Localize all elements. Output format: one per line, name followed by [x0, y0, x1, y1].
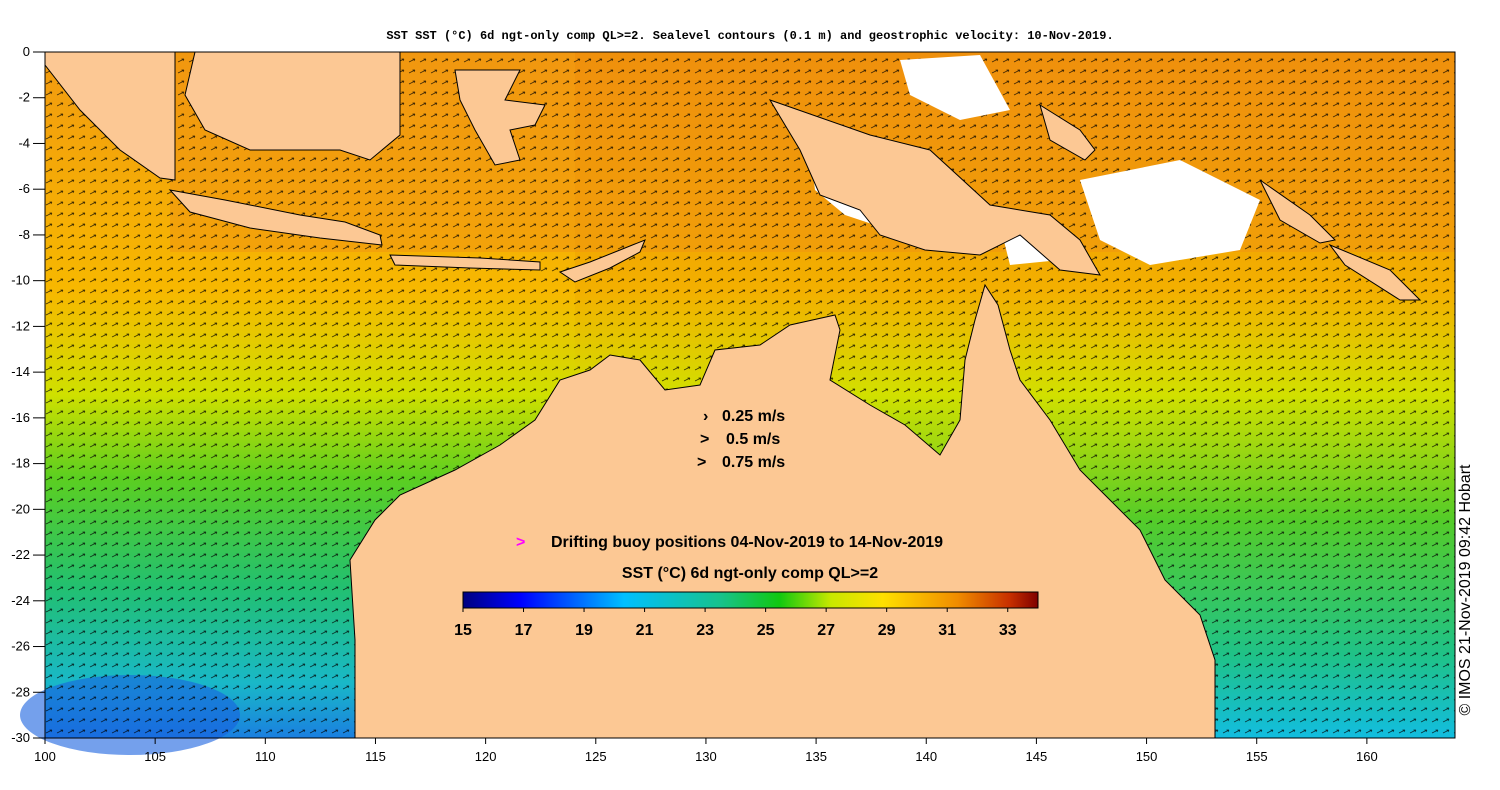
colorbar-gradient [462, 591, 1039, 609]
land-sumatra [44, 51, 176, 181]
velocity-label-1: 0.25 m/s [722, 408, 785, 425]
lon-tick-label: 100 [34, 749, 56, 764]
lat-tick-label: -22 [11, 547, 30, 562]
longitude-axis: 100 105 110 115 120 125 130 135 140 145 150 155 160 [34, 738, 1378, 764]
lat-tick-label: -24 [11, 593, 30, 608]
colorbar-tick-label: 23 [696, 622, 714, 639]
land-solomon-b [1328, 243, 1422, 301]
lon-tick-label: 135 [805, 749, 827, 764]
colorbar-ticks: 15 17 19 21 23 25 27 29 31 33 [454, 608, 1017, 639]
lat-tick-label: -2 [18, 90, 30, 105]
colorbar-title: SST (°C) 6d ngt-only comp QL>=2 [622, 565, 878, 582]
lon-tick-label: 110 [255, 749, 276, 764]
lon-tick-label: 120 [475, 749, 497, 764]
colorbar-tick-label: 31 [938, 622, 956, 639]
land-borneo [184, 51, 401, 161]
buoy-marker: > [516, 534, 525, 551]
velocity-marker-1: › [703, 408, 708, 425]
lon-tick-label: 105 [144, 749, 166, 764]
lat-tick-label: -28 [11, 684, 30, 699]
land-sulawesi [454, 69, 546, 166]
colorbar-tick-label: 21 [636, 622, 654, 639]
lat-tick-label: -26 [11, 639, 30, 654]
lat-tick-label: -4 [18, 135, 30, 150]
cloud-gap-north [900, 55, 1010, 120]
lon-tick-label: 130 [695, 749, 717, 764]
colorbar-tick-label: 27 [817, 622, 835, 639]
lon-tick-label: 145 [1026, 749, 1048, 764]
land-sumbawa-flores [389, 254, 541, 271]
lat-tick-label: -10 [11, 273, 30, 288]
plot-frame [44, 51, 1456, 739]
land-solomon-a [1259, 179, 1337, 244]
land [44, 51, 1422, 739]
credit-text: © IMOS 21-Nov-2019 09:42 Hobart [1457, 464, 1474, 716]
lat-tick-label: -18 [11, 456, 30, 471]
lon-tick-label: 150 [1136, 749, 1158, 764]
latitude-axis: 0 -2 -4 -6 -8 -10 -12 -14 -16 -18 -20 -22 -24 -26 -28 -… [11, 44, 45, 745]
velocity-label-2: 0.5 m/s [726, 431, 780, 448]
lon-tick-label: 115 [365, 749, 386, 764]
land-new-britain [1039, 103, 1096, 161]
land-australia [349, 283, 1216, 739]
colorbar-tick-label: 15 [454, 622, 472, 639]
map-title: SST SST (°C) 6d ngt-only comp QL>=2. Sea… [386, 29, 1114, 43]
velocity-legend: › 0.25 m/s > 0.5 m/s > 0.75 m/s [697, 408, 785, 471]
lat-tick-label: 0 [23, 44, 30, 59]
lat-tick-label: -30 [11, 730, 30, 745]
land-java [168, 189, 383, 246]
land-png [768, 99, 1101, 276]
lat-tick-label: -14 [11, 364, 30, 379]
colorbar: SST (°C) 6d ngt-only comp QL>=2 15 17 19 21… [454, 565, 1039, 639]
velocity-marker-3: > [697, 454, 706, 471]
lat-tick-label: -6 [18, 181, 30, 196]
lat-tick-label: -16 [11, 410, 30, 425]
lon-tick-label: 125 [585, 749, 607, 764]
velocity-label-3: 0.75 m/s [722, 454, 785, 471]
colorbar-tick-label: 19 [575, 622, 593, 639]
colorbar-tick-label: 17 [515, 622, 533, 639]
lat-tick-label: -8 [18, 227, 30, 242]
lon-tick-label: 155 [1246, 749, 1268, 764]
lat-tick-label: -20 [11, 501, 30, 516]
colorbar-tick-label: 29 [878, 622, 896, 639]
buoy-legend-label: Drifting buoy positions 04-Nov-2019 to 1… [551, 534, 943, 551]
velocity-marker-2: > [700, 431, 709, 448]
lon-tick-label: 140 [915, 749, 937, 764]
land-timor [558, 239, 646, 283]
cloud-gap-solomon [1080, 160, 1260, 265]
lon-tick-label: 160 [1356, 749, 1378, 764]
colorbar-tick-label: 25 [757, 622, 775, 639]
colorbar-tick-label: 33 [999, 622, 1017, 639]
lat-tick-label: -12 [11, 318, 30, 333]
buoy-legend: > Drifting buoy positions 04-Nov-2019 to… [516, 534, 943, 551]
